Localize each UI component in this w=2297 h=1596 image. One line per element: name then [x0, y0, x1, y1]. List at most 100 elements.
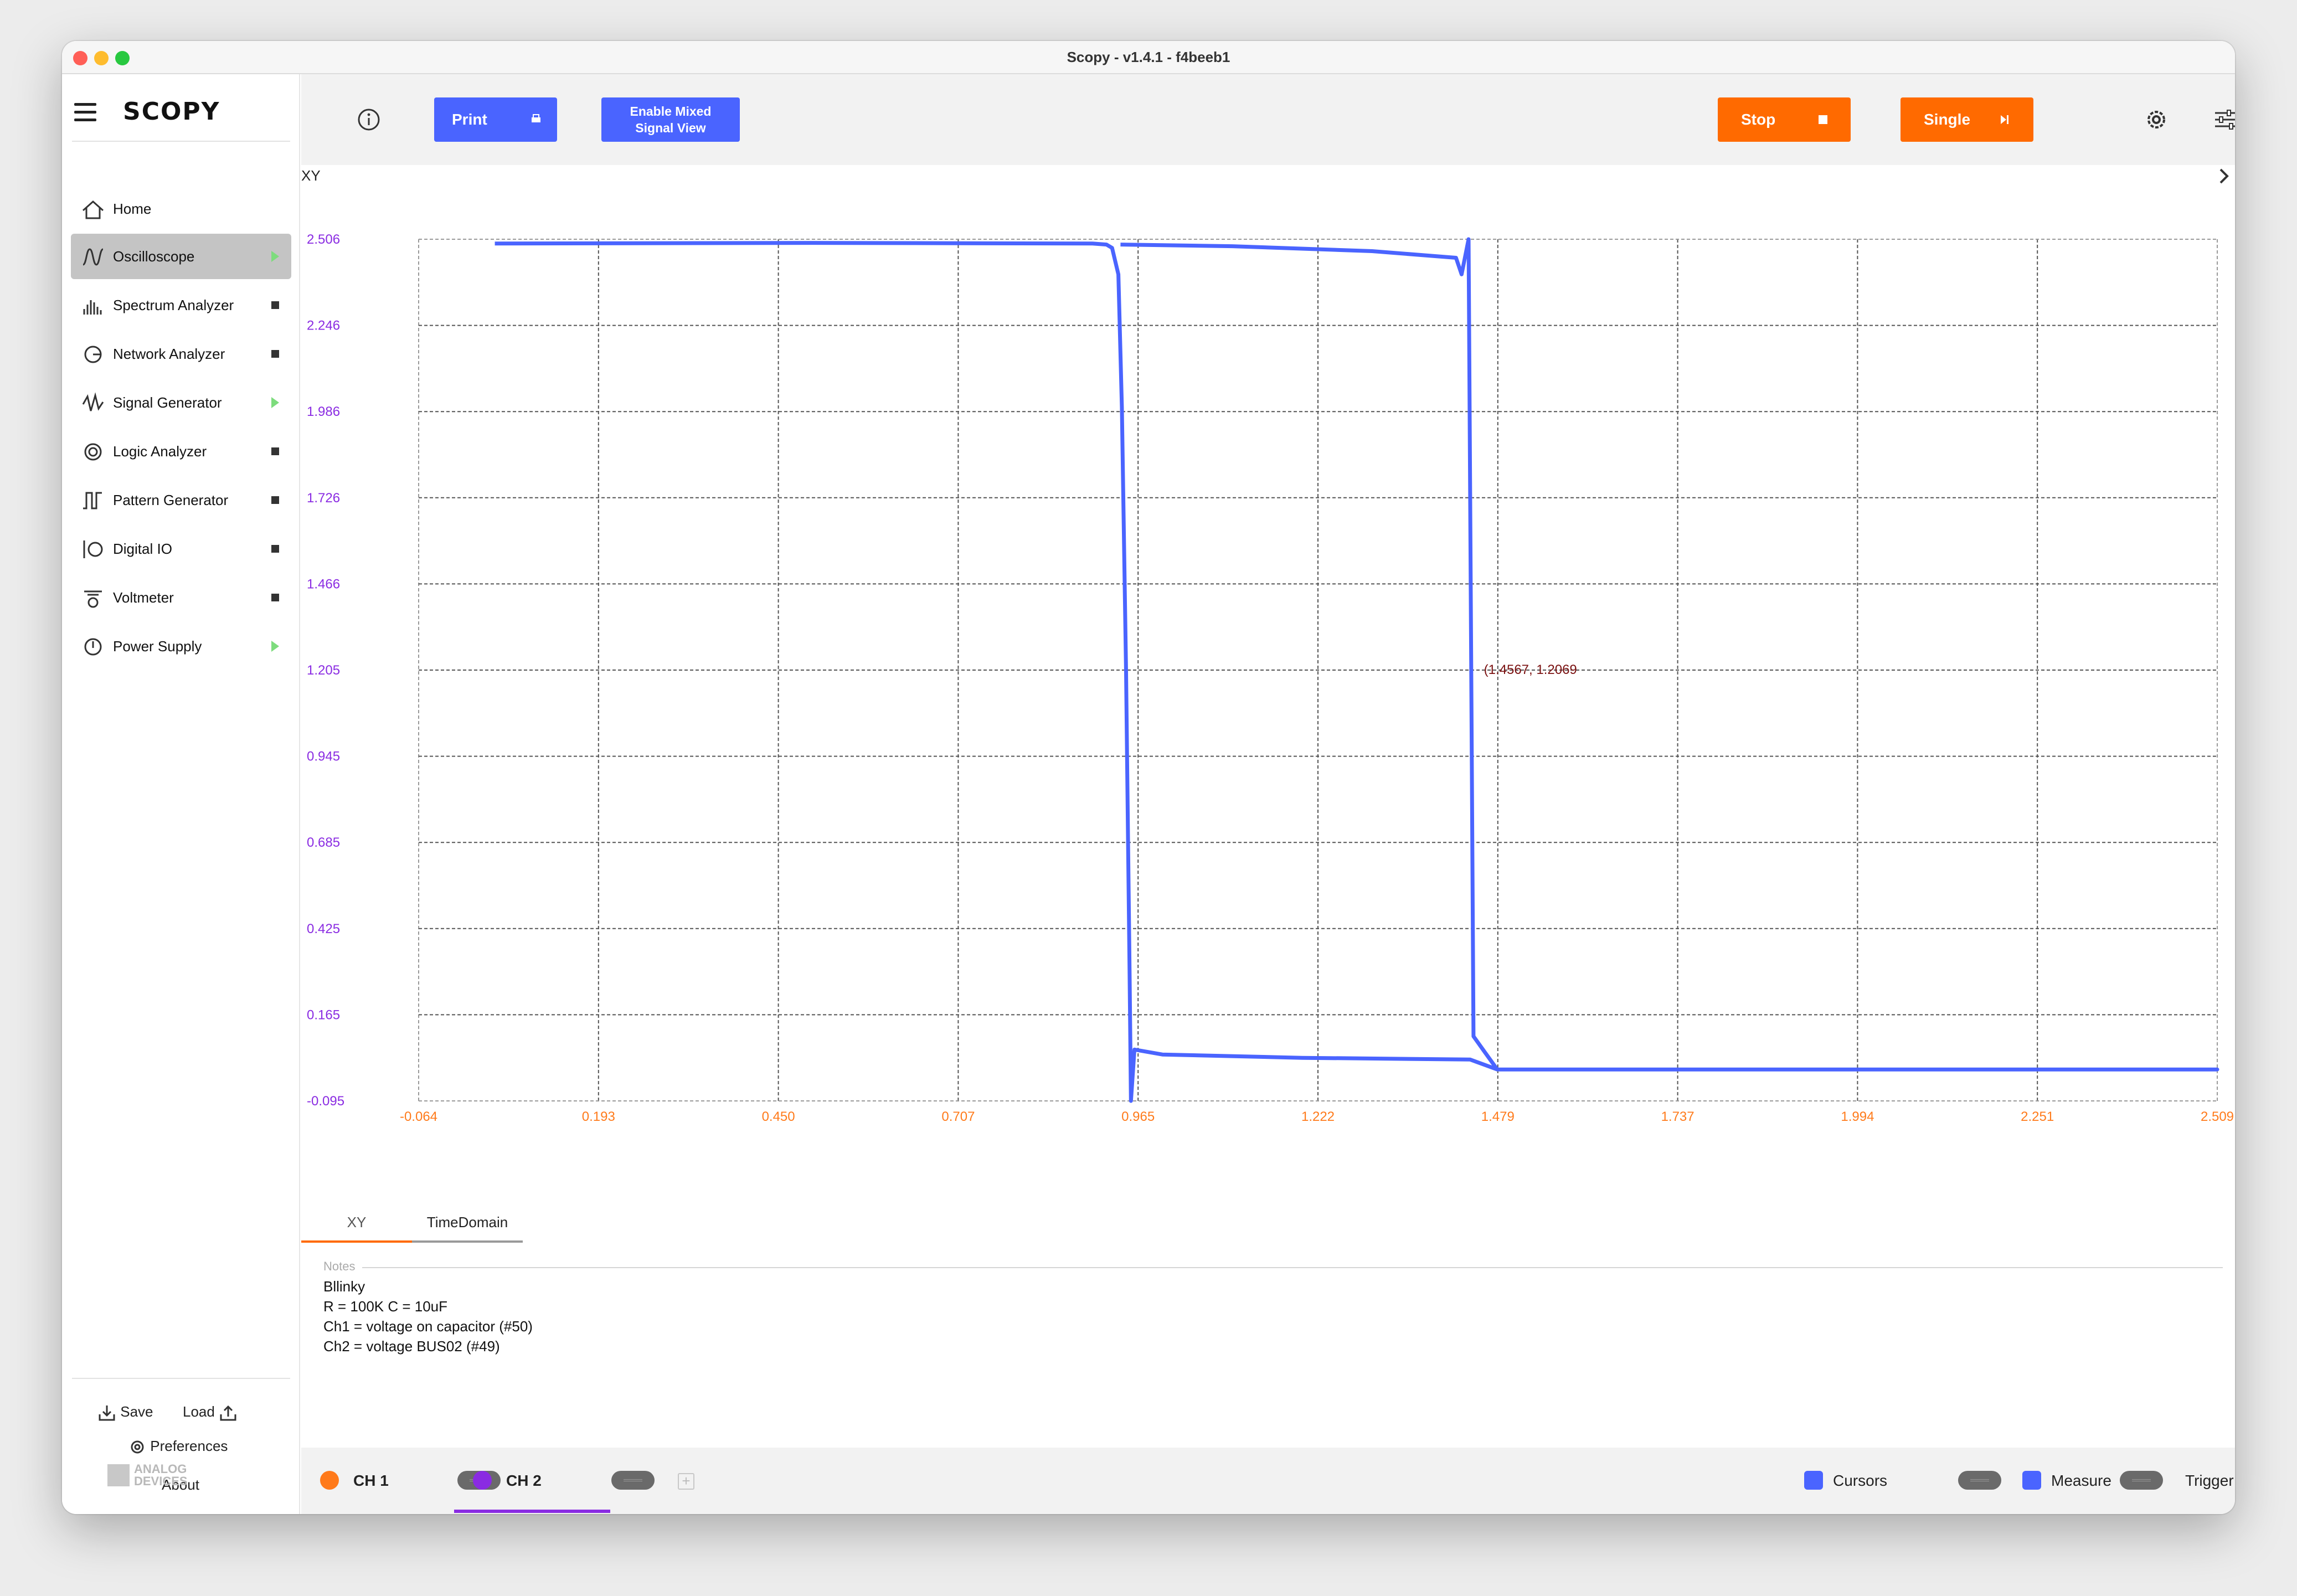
y-tick-label: -0.095	[307, 1094, 344, 1109]
logic-analyzer-icon	[84, 443, 102, 461]
gear-icon	[131, 1440, 144, 1454]
network-icon	[84, 346, 102, 363]
digital-io-icon	[83, 540, 103, 558]
spectrum-icon	[83, 300, 102, 315]
sidebar-item-label: Signal Generator	[113, 394, 222, 411]
signal-generator-icon	[82, 392, 104, 411]
sidebar-bottom-divider	[72, 1378, 290, 1379]
notes-panel[interactable]: Notes Bllinky R = 100K C = 10uF Ch1 = vo…	[323, 1259, 2223, 1481]
load-button[interactable]: Load	[183, 1403, 238, 1422]
cursors-label[interactable]: Cursors	[1833, 1472, 1888, 1489]
note-line: R = 100K C = 10uF	[323, 1298, 448, 1315]
y-tick-label: 0.685	[307, 835, 340, 850]
x-tick-label: 1.737	[1661, 1109, 1695, 1124]
sidebar-item-voltmeter[interactable]: Voltmeter	[71, 575, 291, 620]
sidebar-item-signal-generator[interactable]: Signal Generator	[71, 380, 291, 425]
x-tick-label: 2.509	[2201, 1109, 2234, 1124]
mixed-signal-label-line2: Signal View	[635, 121, 706, 135]
xy-plot-area[interactable]: XY -0.064 0.193 0.450 0.707 0.965 1.222 1.479 1.…	[301, 165, 2235, 1250]
preferences-button[interactable]: Preferences	[128, 1438, 228, 1456]
sidebar-item-logic-analyzer[interactable]: Logic Analyzer	[71, 429, 291, 474]
print-label: Print	[452, 111, 487, 128]
enable-mixed-signal-view-button[interactable]: Enable Mixed Signal View	[601, 97, 740, 142]
sidebar-item-network-analyzer[interactable]: Network Analyzer	[71, 331, 291, 377]
note-line: Ch1 = voltage on capacitor (#50)	[323, 1318, 533, 1335]
y-tick-label: 1.726	[307, 491, 340, 506]
x-tick-label: 0.450	[762, 1109, 795, 1124]
ch1-label[interactable]: CH 1	[353, 1472, 389, 1489]
channel-bar: CH 1 CH 2 + Cursors Measure Trigger	[301, 1448, 2235, 1514]
x-tick-label: 2.251	[2021, 1109, 2054, 1124]
xy-trace-line[interactable]	[495, 237, 2219, 1103]
save-icon	[99, 1405, 115, 1421]
printer-icon	[532, 114, 540, 122]
stop-label: Stop	[1741, 111, 1776, 128]
sidebar-item-label: Digital IO	[113, 540, 172, 557]
ch1-color-dot[interactable]	[320, 1471, 339, 1490]
settings-sliders-icon[interactable]	[2213, 107, 2235, 132]
running-indicator-icon	[271, 397, 279, 408]
zoom-window-button[interactable]	[115, 51, 130, 65]
print-button[interactable]: Print	[434, 97, 557, 142]
sidebar-item-label: Network Analyzer	[113, 346, 225, 362]
cursors-color-icon	[1804, 1471, 1823, 1490]
stop-icon	[1819, 115, 1827, 124]
info-icon[interactable]	[357, 107, 381, 132]
ch2-selected-indicator	[454, 1510, 610, 1513]
single-label: Single	[1924, 111, 1971, 128]
oscilloscope-icon	[83, 248, 104, 266]
app-window: Scopy - v1.4.1 - f4beeb1 SCOPY Save Load…	[62, 41, 2235, 1514]
save-button[interactable]: Save	[97, 1403, 153, 1422]
plot-tabs: XY TimeDomain	[301, 1208, 523, 1243]
stopped-indicator-icon	[271, 594, 279, 601]
save-label: Save	[120, 1403, 153, 1420]
plot-title: XY	[301, 167, 321, 184]
note-line: Ch2 = voltage BUS02 (#49)	[323, 1338, 500, 1355]
tab-timedomain[interactable]: TimeDomain	[412, 1208, 523, 1242]
about-button[interactable]: About	[162, 1476, 199, 1494]
notes-divider	[362, 1267, 2223, 1268]
x-tick-label: 0.193	[582, 1109, 615, 1124]
sidebar-item-label: Logic Analyzer	[113, 443, 207, 460]
hamburger-menu-icon[interactable]	[74, 103, 99, 123]
cursors-toggle[interactable]	[1958, 1471, 2001, 1490]
sidebar-item-home[interactable]: Home	[71, 193, 291, 225]
voltmeter-icon	[84, 590, 102, 608]
title-bar: Scopy - v1.4.1 - f4beeb1	[62, 41, 2235, 74]
stopped-indicator-icon	[271, 350, 279, 358]
minimize-window-button[interactable]	[94, 51, 109, 65]
y-tick-label: 0.165	[307, 1007, 340, 1022]
ch2-color-dot[interactable]	[473, 1471, 492, 1490]
gear-icon[interactable]	[2143, 106, 2170, 133]
ch2-label[interactable]: CH 2	[506, 1472, 542, 1489]
x-tick-label: -0.064	[400, 1109, 437, 1124]
close-window-button[interactable]	[73, 51, 87, 65]
vendor-logo: ANALOG DEVICES	[134, 1462, 188, 1488]
x-tick-label: 1.222	[1301, 1109, 1335, 1124]
sidebar-item-power-supply[interactable]: Power Supply	[71, 624, 291, 669]
y-tick-label: 1.205	[307, 663, 340, 678]
ch2-menu-toggle[interactable]	[611, 1471, 655, 1490]
note-line: Bllinky	[323, 1278, 365, 1295]
stop-button[interactable]: Stop	[1718, 97, 1851, 142]
trigger-label[interactable]: Trigger	[2185, 1472, 2234, 1489]
x-tick-label: 0.707	[941, 1109, 975, 1124]
tab-timedomain-indicator	[412, 1240, 523, 1243]
preferences-label: Preferences	[150, 1438, 228, 1454]
sidebar-item-spectrum-analyzer[interactable]: Spectrum Analyzer	[71, 282, 291, 328]
xy-plot[interactable]: XY -0.064 0.193 0.450 0.707 0.965 1.222 1.479 1.…	[301, 165, 2235, 1217]
add-channel-button[interactable]: +	[678, 1473, 694, 1490]
tab-xy[interactable]: XY	[301, 1208, 412, 1242]
measure-toggle[interactable]	[2120, 1471, 2163, 1490]
measure-label[interactable]: Measure	[2051, 1472, 2111, 1489]
single-button[interactable]: Single	[1901, 97, 2033, 142]
home-icon	[83, 200, 104, 219]
cursor-readout-label: (1.4567, 1.2069	[1484, 662, 1577, 677]
sidebar-item-oscilloscope[interactable]: Oscilloscope	[71, 234, 291, 279]
sidebar-item-label: Home	[113, 200, 152, 217]
sidebar-item-pattern-generator[interactable]: Pattern Generator	[71, 477, 291, 523]
tab-xy-indicator	[301, 1240, 412, 1243]
chevron-right-icon[interactable]	[2213, 165, 2235, 187]
window-title: Scopy - v1.4.1 - f4beeb1	[1067, 49, 1230, 65]
sidebar-item-digital-io[interactable]: Digital IO	[71, 526, 291, 572]
